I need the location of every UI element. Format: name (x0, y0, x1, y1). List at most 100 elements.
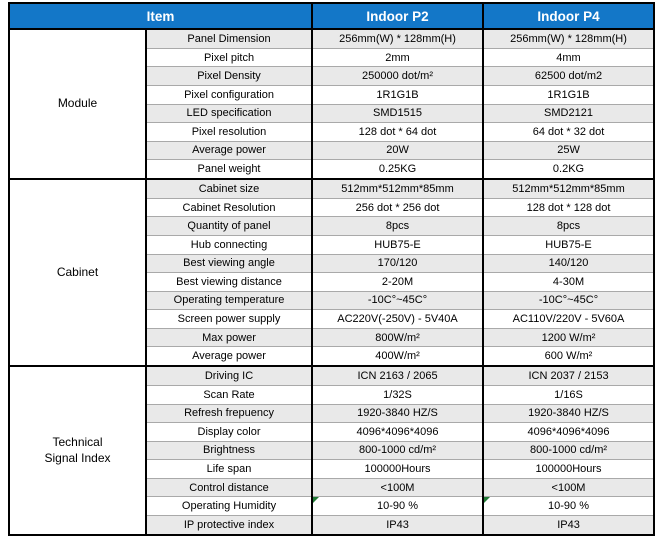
p2-value-cell: 512mm*512mm*85mm (311, 178, 485, 199)
p4-value-cell: SMD2121 (482, 103, 656, 124)
p2-value-cell: 400W/m² (311, 346, 485, 367)
spec-table: Item Indoor P2 Indoor P4 Module Panel Dim… (7, 2, 656, 537)
p2-value-cell: 2-20M (311, 272, 485, 292)
group-label-module: Module (8, 27, 147, 181)
header-indoor-p2: Indoor P2 (311, 2, 485, 30)
p4-value-cell: 800-1000 cd/m² (482, 440, 656, 461)
p2-value-cell: 0.25KG (311, 159, 485, 180)
p2-value-cell: 20W (311, 140, 485, 161)
spec-row: Brightness 800-1000 cd/m² 800-1000 cd/m² (9, 440, 656, 461)
item-name-cell: Control distance (144, 477, 314, 498)
p4-value-cell: 256mm(W) * 128mm(H) (482, 28, 656, 49)
spec-row: Display color 4096*4096*4096 4096*4096*409… (9, 422, 656, 442)
p4-value-cell: 62500 dot/m2 (482, 66, 656, 86)
p2-value-cell: HUB75-E (311, 234, 485, 255)
spec-row: Best viewing distance 2-20M 4-30M (9, 272, 656, 292)
item-name-cell: Pixel Density (144, 66, 314, 86)
p4-value-cell: 1920-3840 HZ/S (482, 403, 656, 424)
item-name-cell: IP protective index (144, 515, 314, 537)
p2-value-cell: 128 dot * 64 dot (311, 122, 485, 142)
p2-value-cell: 1R1G1B (311, 84, 485, 105)
item-name-cell: Average power (144, 346, 314, 367)
item-name-cell: Panel weight (144, 159, 314, 180)
spec-row: Hub connecting HUB75-E HUB75-E (9, 234, 656, 255)
p2-value-cell: -10C°~45C° (311, 290, 485, 311)
item-name-cell: Best viewing angle (144, 253, 314, 274)
header-item: Item (7, 2, 314, 30)
spec-row: Operating Humidity 10-90 % 10-90 % (9, 496, 656, 517)
item-name-cell: Pixel resolution (144, 122, 314, 142)
p4-value-cell: -10C°~45C° (482, 290, 656, 311)
spec-row: Pixel resolution 128 dot * 64 dot 64 dot *… (9, 122, 656, 142)
item-name-cell: Driving IC (144, 365, 314, 387)
p2-value-cell: 4096*4096*4096 (311, 422, 485, 442)
p4-value-cell: 0.2KG (482, 159, 656, 180)
spec-row: Screen power supply AC220V(-250V) - 5V40A… (9, 309, 656, 329)
item-name-cell: Refresh frepuency (144, 403, 314, 424)
item-name-cell: Brightness (144, 440, 314, 461)
p4-value-cell: 100000Hours (482, 459, 656, 479)
p2-value-cell: AC220V(-250V) - 5V40A (311, 309, 485, 329)
p2-value-cell: ICN 2163 / 2065 (311, 365, 485, 387)
item-name-cell: Display color (144, 422, 314, 442)
item-name-cell: LED specification (144, 103, 314, 124)
spec-row: Technical Signal Index Driving IC ICN 2163 … (8, 365, 656, 536)
header-row: Item Indoor P2 Indoor P4 (7, 2, 656, 30)
item-name-cell: Operating Humidity (144, 496, 314, 517)
p4-value-cell: 1/16S (482, 385, 656, 405)
p4-value-cell: IP43 (482, 515, 656, 537)
green-corner-triangle-icon (314, 497, 320, 504)
item-name-cell: Quantity of panel (144, 216, 314, 236)
p4-value-cell: 4mm (482, 47, 656, 68)
p4-value-cell: 25W (482, 140, 656, 161)
spec-row: Scan Rate 1/32S 1/16S (9, 385, 656, 405)
item-name-cell: Cabinet size (144, 178, 314, 199)
spec-row: Cabinet Resolution 256 dot * 256 dot 128 d… (9, 197, 656, 218)
spec-table-body: Module Panel Dimension 256mm(W) * 128mm(H)… (8, 27, 656, 537)
item-name-cell: Scan Rate (144, 385, 314, 405)
p4-value-cell: 600 W/m² (482, 346, 656, 367)
p2-value-cell: 1920-3840 HZ/S (311, 403, 485, 424)
p2-value-cell: 8pcs (311, 216, 485, 236)
item-name-cell: Life span (144, 459, 314, 479)
item-name-cell: Pixel pitch (144, 47, 314, 68)
p4-value-cell: 4-30M (482, 272, 656, 292)
p2-value-cell: <100M (311, 477, 485, 498)
p2-value-cell: 100000Hours (311, 459, 485, 479)
p2-value-cell: 2mm (311, 47, 485, 68)
p4-value-cell: 10-90 % (482, 496, 656, 517)
p2-value-cell: 256 dot * 256 dot (311, 197, 485, 218)
p4-value-cell: 4096*4096*4096 (482, 422, 656, 442)
p2-value-cell: 800-1000 cd/m² (311, 440, 485, 461)
group-label-technical-signal-index: Technical Signal Index (8, 365, 147, 536)
p4-value-cell: 512mm*512mm*85mm (482, 178, 656, 199)
item-name-cell: Screen power supply (144, 309, 314, 329)
green-corner-triangle-icon (485, 497, 491, 504)
p4-value-cell: AC110V/220V - 5V60A (482, 309, 656, 329)
p4-value-cell: ICN 2037 / 2153 (482, 365, 656, 387)
p4-value-cell: 1200 W/m² (482, 327, 656, 348)
p2-value-cell: SMD1515 (311, 103, 485, 124)
item-name-cell: Panel Dimension (144, 28, 314, 49)
item-name-cell: Operating temperature (144, 290, 314, 311)
p2-value-cell: 1/32S (311, 385, 485, 405)
spec-row: Max power 800W/m² 1200 W/m² (9, 327, 656, 348)
p2-value-cell: 170/120 (311, 253, 485, 274)
p2-value-cell: IP43 (311, 515, 485, 537)
p4-value-cell: 8pcs (482, 216, 656, 236)
p2-value-cell: 250000 dot/m² (311, 66, 485, 86)
p4-value-cell: 140/120 (482, 253, 656, 274)
p4-value-cell: 128 dot * 128 dot (482, 197, 656, 218)
p4-value-cell: 64 dot * 32 dot (482, 122, 656, 142)
spec-row: Module Panel Dimension 256mm(W) * 128mm(H)… (8, 27, 656, 181)
spec-row: Pixel configuration 1R1G1B 1R1G1B (9, 84, 656, 105)
group-label-cabinet: Cabinet (8, 178, 147, 368)
p4-value-cell: <100M (482, 477, 656, 498)
item-name-cell: Average power (144, 140, 314, 161)
item-name-cell: Pixel configuration (144, 84, 314, 105)
p2-value-cell: 800W/m² (311, 327, 485, 348)
p4-value-cell: 1R1G1B (482, 84, 656, 105)
header-indoor-p4: Indoor P4 (482, 2, 656, 30)
spec-row: LED specification SMD1515 SMD2121 (9, 103, 656, 124)
